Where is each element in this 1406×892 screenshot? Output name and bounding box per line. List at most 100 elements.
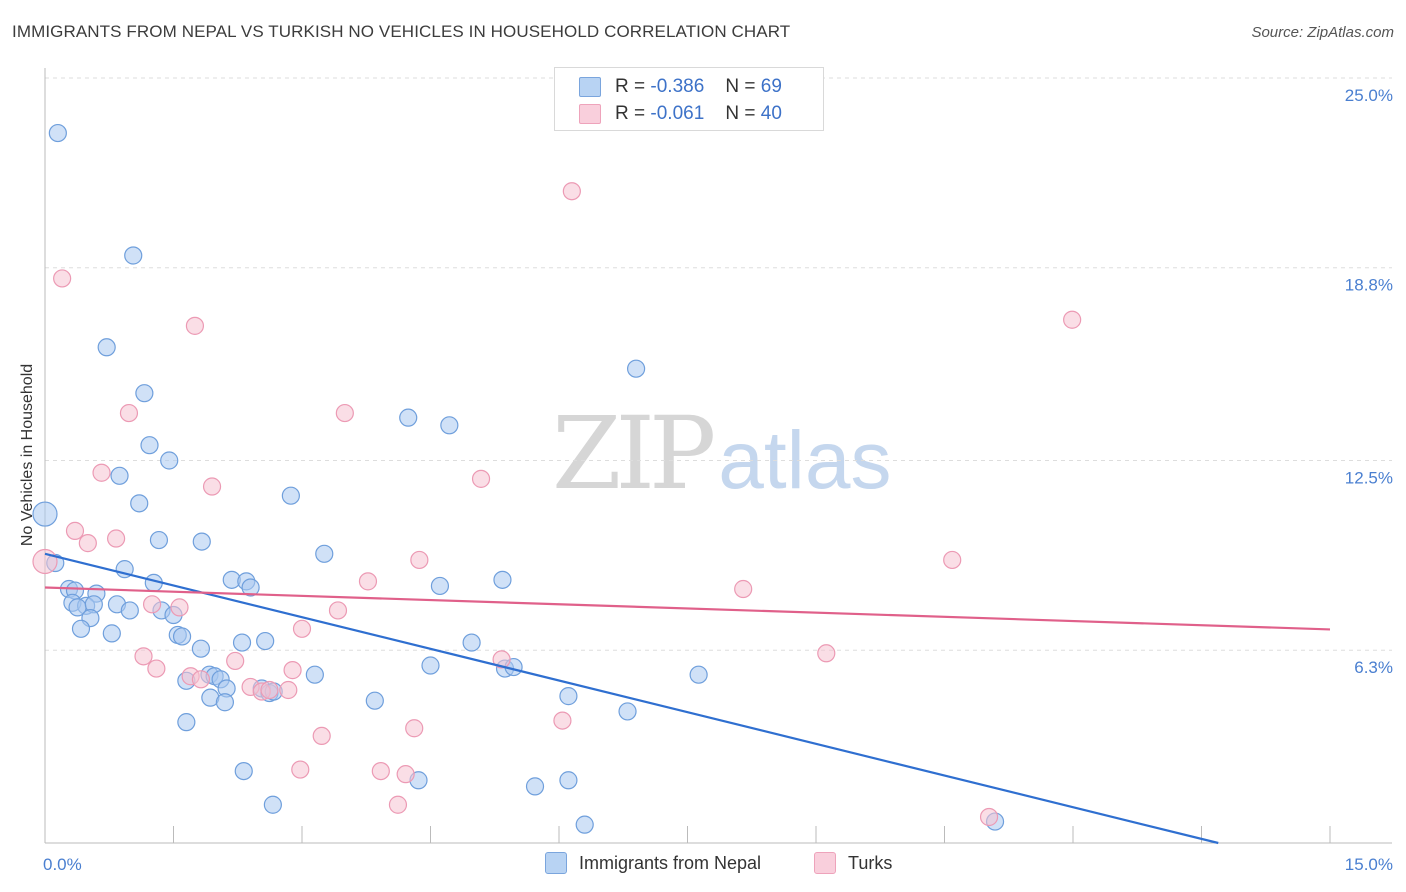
legend-r-value: -0.386 xyxy=(650,76,705,97)
turks-point xyxy=(142,595,162,614)
nepal-point xyxy=(462,633,481,652)
nepal-point xyxy=(421,656,440,675)
nepal-point xyxy=(97,338,116,357)
nepal-point xyxy=(135,384,154,403)
legend-n-label: N = xyxy=(725,103,756,124)
gridlines xyxy=(45,77,1392,651)
nepal-point xyxy=(149,530,169,550)
turks-point xyxy=(65,521,85,540)
series-legend-turks[interactable]: Turks xyxy=(814,852,892,874)
y-tick-label: 6.3% xyxy=(1354,658,1393,677)
nepal-point xyxy=(525,777,545,796)
turks-point xyxy=(312,726,331,746)
legend-n-label: N = xyxy=(725,76,756,97)
turks-point xyxy=(119,403,139,423)
y-tick-label: 18.8% xyxy=(1345,276,1393,295)
correlation-legend: R = -0.386 N = 69 R = -0.061 N = 40 xyxy=(554,67,824,131)
axes xyxy=(44,68,1392,844)
nepal-point xyxy=(559,771,578,790)
legend-row-turks: R = -0.061 N = 40 xyxy=(579,102,782,126)
nepal-point xyxy=(177,713,196,732)
turks-point xyxy=(371,761,390,781)
nepal-point xyxy=(120,601,139,620)
legend-r-value: -0.061 xyxy=(650,103,705,124)
nepal-point xyxy=(241,578,260,597)
legend-swatch-nepal xyxy=(579,77,601,97)
turks-point xyxy=(396,765,415,784)
nepal-point xyxy=(430,576,450,596)
turks-point xyxy=(358,572,378,591)
nepal-point xyxy=(689,665,708,684)
series-swatch-turks xyxy=(814,852,836,874)
nepal-point xyxy=(305,665,324,684)
series-legend-label: Immigrants from Nepal xyxy=(579,852,762,873)
turks-point xyxy=(134,647,153,666)
turks-point xyxy=(405,719,424,738)
turks-point xyxy=(1063,310,1082,329)
tick-labels: 6.3% 12.5% 18.8% 25.0% 0.0% 15.0% xyxy=(43,86,1393,874)
series-legend-nepal[interactable]: Immigrants from Nepal xyxy=(545,852,761,874)
x-tick-label: 15.0% xyxy=(1345,855,1393,874)
x-tick-label: 0.0% xyxy=(43,855,82,874)
legend-n-value: 40 xyxy=(760,103,782,124)
series-legend: Immigrants from Nepal Turks xyxy=(0,852,1406,878)
turks-point xyxy=(185,316,205,335)
legend-n-value: 69 xyxy=(760,76,782,97)
nepal-point xyxy=(232,633,252,652)
series-legend-label: Turks xyxy=(848,852,893,873)
turks-point xyxy=(410,550,429,570)
nepal-point xyxy=(440,416,459,435)
chart-title: IMMIGRANTS FROM NEPAL VS TURKISH NO VEHI… xyxy=(12,22,791,41)
turks-point xyxy=(279,680,298,700)
legend-swatch-turks xyxy=(579,104,601,124)
turks-point xyxy=(943,550,962,570)
turks-point xyxy=(260,680,279,700)
trend-lines xyxy=(44,552,1331,845)
turks-point xyxy=(147,659,166,678)
nepal-point xyxy=(263,795,282,814)
turks-point xyxy=(471,469,491,488)
nepal-point xyxy=(215,693,234,712)
legend-r-label: R = xyxy=(615,103,646,124)
y-tick-label: 12.5% xyxy=(1345,469,1393,488)
turks-point xyxy=(979,807,999,827)
turks-point xyxy=(191,670,211,689)
nepal-point xyxy=(110,466,129,485)
turks-point xyxy=(283,661,302,680)
nepal-point xyxy=(191,639,211,658)
nepal-point xyxy=(71,619,91,638)
nepal-point xyxy=(234,761,253,781)
turks-point xyxy=(562,182,581,201)
turks-point xyxy=(291,760,310,779)
nepal-point xyxy=(493,570,512,589)
nepal-point xyxy=(192,532,211,551)
turks-trend-line xyxy=(44,586,1331,631)
legend-r-label: R = xyxy=(615,76,646,97)
nepal-point xyxy=(281,486,300,505)
legend-row-nepal: R = -0.386 N = 69 xyxy=(579,75,782,99)
turks-point xyxy=(492,650,511,669)
turks-point xyxy=(817,644,836,663)
turks-point xyxy=(32,548,58,575)
y-tick-label: 25.0% xyxy=(1345,86,1393,105)
turks-point xyxy=(78,534,97,553)
turks-point xyxy=(328,601,348,620)
nepal-point xyxy=(626,359,646,378)
nepal-point xyxy=(559,687,578,706)
nepal-point xyxy=(102,624,121,643)
data-points xyxy=(32,123,1082,834)
turks-point xyxy=(226,651,245,671)
nepal-point xyxy=(160,451,179,470)
nepal-point xyxy=(365,691,384,710)
nepal-point xyxy=(140,436,159,455)
turks-point xyxy=(202,477,222,496)
watermark-zip: ZIP xyxy=(552,395,716,512)
nepal-point xyxy=(48,123,67,143)
turks-point xyxy=(292,619,312,638)
turks-point xyxy=(335,403,354,423)
nepal-point xyxy=(256,631,275,651)
turks-point xyxy=(92,463,111,482)
turks-point xyxy=(553,711,572,730)
turks-point xyxy=(107,529,126,548)
